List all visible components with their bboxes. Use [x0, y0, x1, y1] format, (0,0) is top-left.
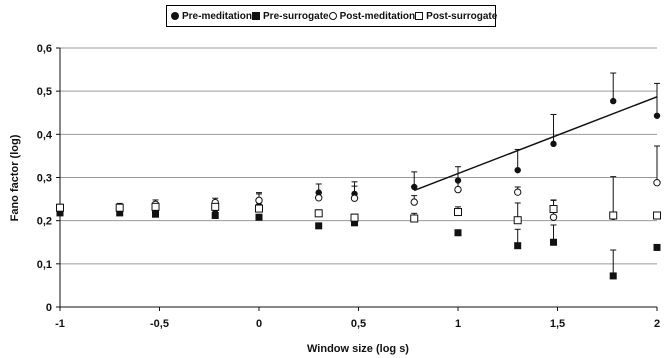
y-tick-label: 0,2	[37, 216, 52, 228]
data-point-post-surrogate	[410, 214, 419, 223]
x-tick-label: 0	[256, 318, 262, 330]
data-point-post-surrogate	[609, 211, 618, 220]
data-point-pre-surrogate	[550, 238, 558, 246]
data-point-pre-surrogate	[315, 222, 323, 230]
data-point-post-meditation	[514, 188, 522, 196]
y-tick-label: 0,3	[37, 173, 52, 185]
data-point-pre-surrogate	[152, 210, 160, 218]
x-tick-label: 0,5	[351, 318, 366, 330]
data-point-pre-surrogate	[116, 209, 124, 217]
y-tick-label: 0	[46, 302, 52, 314]
trend-line	[413, 96, 658, 192]
data-point-post-surrogate	[513, 216, 522, 225]
data-point-pre-meditation	[411, 183, 418, 191]
legend-item-pre-meditation: Pre-meditation	[171, 11, 252, 22]
x-axis-label: Window size (log s)	[307, 343, 409, 355]
legend: Pre-meditation Pre-surrogate Post-medita…	[166, 5, 497, 27]
data-point-post-meditation	[255, 196, 263, 205]
data-point-post-surrogate	[549, 205, 558, 214]
legend-item-post-surrogate: Post-surrogate	[415, 11, 497, 22]
legend-item-post-meditation: Post-meditation	[328, 10, 416, 22]
x-tick-label: -0,5	[150, 318, 169, 330]
data-point-post-meditation	[653, 178, 661, 187]
data-point-post-surrogate	[454, 208, 462, 217]
legend-label-pre-surrogate: Pre-surrogate	[263, 10, 329, 22]
open-square-icon	[415, 12, 424, 20]
data-point-pre-surrogate	[454, 229, 462, 237]
data-point-pre-meditation	[610, 97, 617, 105]
data-point-post-meditation	[549, 213, 558, 221]
legend-item-pre-surrogate: Pre-surrogate	[252, 11, 329, 22]
y-tick-label: 0,1	[37, 259, 52, 271]
data-point-post-surrogate	[56, 203, 64, 212]
data-point-pre-surrogate	[255, 213, 263, 221]
y-tick-label: 0,6	[37, 43, 52, 55]
data-point-pre-meditation	[550, 140, 557, 148]
data-point-pre-surrogate	[211, 211, 219, 219]
y-axis-label: Fano factor (log)	[9, 134, 21, 221]
data-point-pre-surrogate	[56, 209, 64, 217]
data-point-post-meditation	[350, 194, 359, 202]
x-tick-label: 2	[654, 318, 660, 330]
filled-square-icon	[252, 12, 261, 20]
data-point-pre-meditation	[514, 166, 521, 174]
data-point-post-surrogate	[350, 213, 359, 222]
data-point-pre-meditation	[653, 112, 661, 119]
data-point-post-surrogate	[211, 202, 220, 211]
y-tick-label: 0,5	[37, 86, 52, 98]
data-point-pre-surrogate	[514, 242, 522, 250]
data-point-post-meditation	[454, 185, 462, 194]
data-point-pre-surrogate	[351, 219, 359, 227]
filled-circle-icon	[171, 12, 179, 20]
x-tick-label: 1,5	[550, 318, 565, 330]
data-point-post-meditation	[315, 194, 323, 202]
legend-label-pre-meditation: Pre-meditation	[182, 10, 253, 22]
data-point-post-meditation	[410, 198, 418, 206]
data-point-pre-surrogate	[609, 272, 617, 280]
legend-label-post-meditation: Post-meditation	[339, 10, 416, 22]
y-tick-label: 0,4	[37, 129, 53, 141]
data-point-pre-meditation	[315, 189, 322, 196]
open-circle-icon	[328, 12, 337, 20]
data-point-pre-meditation	[454, 177, 462, 184]
data-point-post-surrogate	[255, 204, 263, 213]
x-tick-label: 1	[455, 318, 461, 330]
legend-label-post-surrogate: Post-surrogate	[426, 10, 498, 22]
data-point-post-surrogate	[115, 203, 124, 212]
x-tick-label: -1	[55, 318, 65, 330]
data-point-post-surrogate	[314, 209, 323, 218]
data-point-pre-surrogate	[653, 243, 661, 251]
data-point-post-surrogate	[653, 211, 661, 220]
data-point-post-surrogate	[151, 202, 160, 211]
